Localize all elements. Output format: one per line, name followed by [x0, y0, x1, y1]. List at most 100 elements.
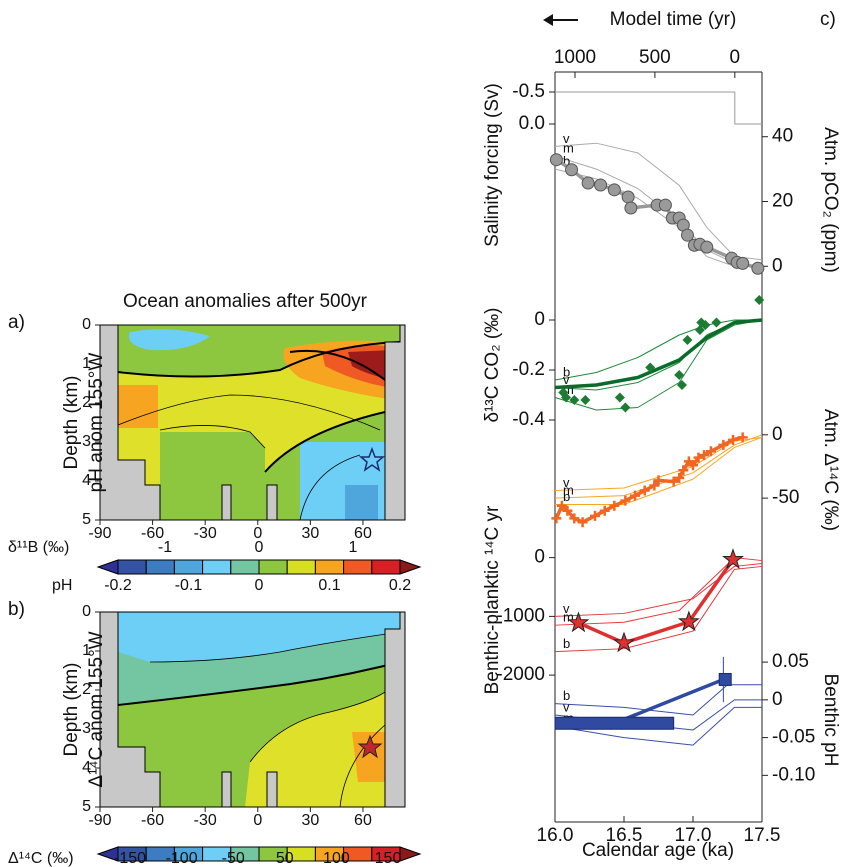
data-point	[676, 380, 687, 390]
data-point	[630, 490, 641, 501]
y-tick-label: 20	[772, 191, 793, 212]
y-tick-label: 1	[82, 355, 91, 372]
data-point	[599, 505, 610, 516]
data-line	[613, 677, 725, 725]
x-tick-label: 30	[301, 525, 319, 542]
data-point	[577, 517, 588, 528]
y-axis-label: Depth (km)	[61, 663, 82, 757]
model-line	[554, 319, 763, 391]
colorbar-end	[399, 846, 422, 862]
data-box	[718, 672, 732, 686]
top-axis-label: Model time (yr)	[610, 9, 737, 30]
model-line	[554, 434, 763, 499]
data-point	[551, 513, 562, 524]
model-time-arrow	[543, 14, 578, 26]
data-line	[555, 158, 759, 270]
colorbar-box	[230, 559, 260, 575]
data-point	[737, 432, 748, 443]
y-tick-label: 3	[82, 433, 91, 450]
model-line	[554, 565, 763, 653]
y-tick-label: 4	[82, 759, 91, 776]
series-label: b	[563, 636, 570, 651]
data-point	[658, 198, 672, 212]
series-label: v	[563, 699, 570, 714]
colorbar-box	[343, 559, 373, 575]
x-tick-label: -30	[194, 525, 217, 542]
series-label: b	[563, 364, 570, 379]
data-point	[649, 480, 660, 491]
y-tick-label: -0.5	[512, 81, 545, 102]
y-tick-label: 40	[772, 126, 793, 147]
y-axis-label: Atm. Δ¹⁴C (‰)	[820, 409, 841, 531]
data-point	[722, 548, 744, 569]
data-point	[639, 485, 650, 496]
plot-frame	[99, 611, 406, 808]
data-box	[554, 716, 675, 730]
data-point	[674, 370, 685, 380]
colorbar-tick-label: -1	[158, 539, 172, 556]
y-tick-label: 5	[82, 511, 91, 528]
x-tick-label: 17.5	[744, 825, 781, 846]
y-tick-label: 0.05	[772, 651, 809, 672]
series-label: v	[563, 475, 570, 490]
colorbar-tick-label: 100	[323, 850, 350, 867]
y-tick-label: -0.2	[512, 359, 545, 380]
y-tick-label: 0	[772, 255, 783, 276]
data-point	[693, 452, 704, 463]
top-tick-label: 0	[730, 47, 741, 68]
y-tick-label: 2	[82, 681, 91, 698]
colorbar-tick-label: 1	[349, 539, 358, 556]
colorbar-tick-label: -0.2	[104, 577, 132, 594]
series-label: b	[563, 489, 570, 504]
y-tick-label: 2	[82, 394, 91, 411]
data-point	[561, 392, 572, 403]
y-tick-label: -0.4	[512, 409, 545, 430]
colorbar-label: Δ¹⁴C (‰)	[8, 850, 74, 867]
panel-label: c)	[820, 9, 836, 30]
y-axis-label: Depth (km)	[61, 376, 82, 470]
panel-label: a)	[8, 312, 25, 333]
data-point	[699, 450, 710, 461]
colorbar-label: δ¹¹B (‰)	[8, 539, 69, 556]
data-point	[751, 261, 765, 275]
plot-frame	[99, 324, 406, 521]
y-axis-label: Salinity forcing (Sv)	[482, 83, 503, 247]
y-axis-label: Benthic pH	[820, 674, 841, 767]
panel-annotation: pH anom 155°W	[86, 353, 107, 493]
data-point	[581, 176, 595, 190]
x-tick-label: -60	[141, 812, 164, 829]
data-point	[621, 190, 635, 204]
data-point	[556, 500, 567, 511]
colorbar-tick-label: -50	[222, 850, 245, 867]
colorbar-tick-label: 150	[375, 850, 402, 867]
data-point	[653, 475, 664, 486]
y-axis-label: δ¹³C CO₂ (‰)	[482, 307, 503, 422]
data-point	[620, 495, 631, 506]
y-tick-label: 4	[82, 472, 91, 489]
data-point	[614, 392, 625, 403]
series-label: v	[563, 131, 570, 146]
y-tick-label: 0.0	[519, 113, 545, 134]
colorbar-box	[145, 559, 175, 575]
data-point	[565, 163, 579, 177]
y-tick-label: 3	[82, 720, 91, 737]
series-label: b	[563, 154, 570, 169]
colorbar-box	[258, 559, 288, 575]
y-tick-label: 0	[534, 547, 545, 568]
model-line	[554, 563, 763, 617]
data-point	[569, 395, 580, 405]
colorbar-tick-label: -100	[166, 850, 198, 867]
colorbar-box	[314, 559, 345, 575]
data-point	[549, 153, 563, 167]
data-line	[577, 558, 735, 645]
x-tick-label: 30	[301, 812, 319, 829]
y-axis-label: Benthic-planktic ¹⁴C yr	[482, 505, 503, 694]
model-line	[554, 557, 763, 626]
data-point	[620, 402, 631, 413]
data-point	[674, 472, 685, 483]
data-point	[594, 178, 608, 192]
data-line	[554, 318, 763, 390]
y-axis-label: Atm. pCO₂ (ppm)	[820, 127, 841, 273]
data-point	[607, 183, 621, 197]
